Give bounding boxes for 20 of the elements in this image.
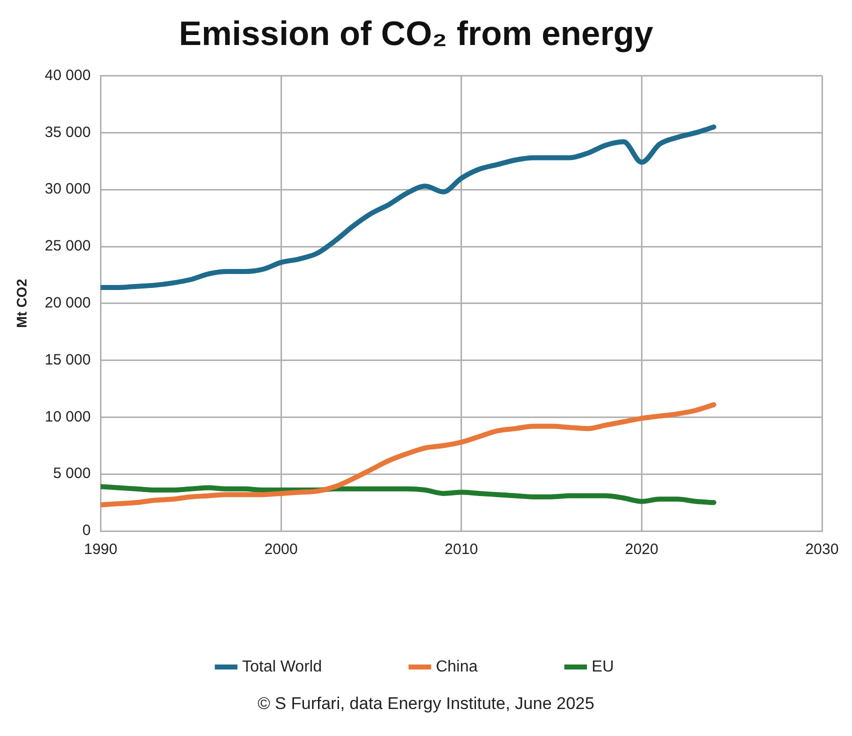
- y-tick-label: 30 000: [44, 180, 91, 198]
- y-tick-label: 0: [82, 522, 91, 540]
- y-tick-label: 25 000: [44, 238, 91, 255]
- y-tick-label: 5 000: [53, 465, 91, 482]
- legend-label: China: [436, 658, 478, 676]
- x-tick-label: 2030: [805, 541, 839, 558]
- y-tick-label: 15 000: [44, 351, 91, 368]
- y-tick-label: 40 000: [44, 66, 91, 84]
- y-tick-label: 20 000: [44, 294, 91, 312]
- y-axis-title: Mt CO2: [13, 278, 30, 328]
- x-tick-label: 2020: [624, 541, 658, 558]
- y-tick-label: 10 000: [44, 408, 91, 426]
- text: © S Furfari, data Energy Institute, June 2025: [256, 694, 596, 714]
- x-tick-label: 1990: [84, 541, 118, 558]
- x-tick-label: 2000: [264, 541, 298, 558]
- legend-label: EU: [592, 658, 614, 676]
- x-tick-label: 2010: [444, 541, 478, 558]
- chart-title: Emission of CO₂ from energy: [178, 14, 654, 53]
- y-tick-label: 35 000: [44, 124, 91, 141]
- legend-label: Total World: [242, 658, 322, 676]
